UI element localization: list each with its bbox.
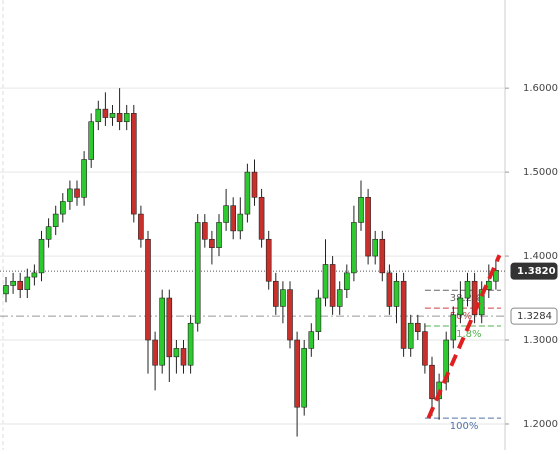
candle-body: [471, 280, 478, 316]
candle-body: [358, 196, 364, 223]
candle-body: [194, 222, 201, 324]
candle-body: [102, 108, 109, 118]
candle-body: [202, 222, 208, 240]
candle-body: [287, 289, 293, 341]
trendline: [426, 254, 502, 419]
y-tick-label: 1.6000: [523, 83, 558, 94]
candle-body: [116, 113, 123, 123]
candle-body: [173, 348, 180, 358]
candle-body: [59, 201, 66, 215]
candle-body: [414, 322, 421, 332]
candle-body: [109, 113, 116, 118]
candle-body: [386, 272, 393, 307]
candle-body: [493, 270, 499, 282]
candle-body: [88, 121, 94, 160]
candle-body: [95, 108, 102, 123]
candle-body: [223, 205, 229, 223]
candle-body: [351, 222, 357, 274]
candle-body: [52, 213, 59, 227]
candle-body: [216, 222, 222, 248]
candle-body: [400, 280, 407, 349]
candle-body: [329, 264, 336, 307]
candle-body: [230, 205, 236, 232]
candle-body: [145, 238, 151, 341]
candle-body: [322, 264, 329, 299]
candle-body: [379, 238, 386, 274]
candle-body: [180, 348, 187, 366]
candle-body: [24, 276, 31, 290]
candle-body: [343, 272, 350, 290]
candle-body: [265, 238, 272, 282]
fib-label: 100%: [450, 421, 479, 432]
candle-body: [152, 339, 158, 366]
candle-body: [74, 188, 80, 198]
price-box: [510, 262, 558, 280]
candle-body: [407, 322, 414, 349]
y-tick-label: 1.3000: [523, 335, 558, 346]
candle-body: [365, 196, 371, 257]
price-box-label: 1.3820: [517, 266, 556, 277]
candle-body: [17, 280, 24, 290]
fib-label: 61.8%: [450, 329, 482, 340]
y-tick-label: 1.5000: [523, 167, 558, 178]
candle-body: [336, 289, 343, 307]
candle-body: [251, 171, 258, 198]
candle-body: [67, 188, 73, 202]
candle-body: [280, 289, 286, 307]
candle-body: [478, 289, 485, 316]
candle-body: [209, 238, 215, 248]
candle-body: [159, 297, 165, 366]
candle-body: [308, 331, 315, 349]
y-tick-label: 1.4000: [523, 251, 558, 262]
candle-body: [372, 238, 379, 257]
candle-body: [131, 113, 137, 215]
candle-body: [244, 171, 251, 215]
candle-body: [237, 213, 244, 232]
candle-body: [393, 280, 400, 307]
candle-body: [45, 226, 52, 240]
candle-body: [457, 297, 464, 316]
candle-body: [138, 213, 144, 240]
candle-body: [450, 314, 457, 341]
candle-body: [422, 331, 428, 366]
candle-body: [464, 280, 471, 299]
candle-body: [31, 272, 38, 278]
candle-body: [272, 280, 279, 307]
fib-label: 38.2%: [450, 293, 482, 304]
candle-body: [166, 297, 173, 358]
candle-body: [294, 339, 300, 408]
candle-body: [3, 285, 9, 295]
candle-body: [315, 297, 322, 332]
candle-body: [301, 348, 308, 408]
candle-body: [81, 159, 87, 198]
candle-body: [258, 196, 265, 240]
candle-body: [123, 113, 130, 123]
price-box-label: 1.3284: [517, 311, 552, 322]
y-tick-label: 1.2000: [523, 419, 558, 430]
price-box: [510, 307, 558, 325]
candle-body: [38, 238, 45, 274]
candle-body: [429, 364, 435, 400]
candle-body: [187, 322, 194, 366]
candle-body: [10, 280, 16, 286]
